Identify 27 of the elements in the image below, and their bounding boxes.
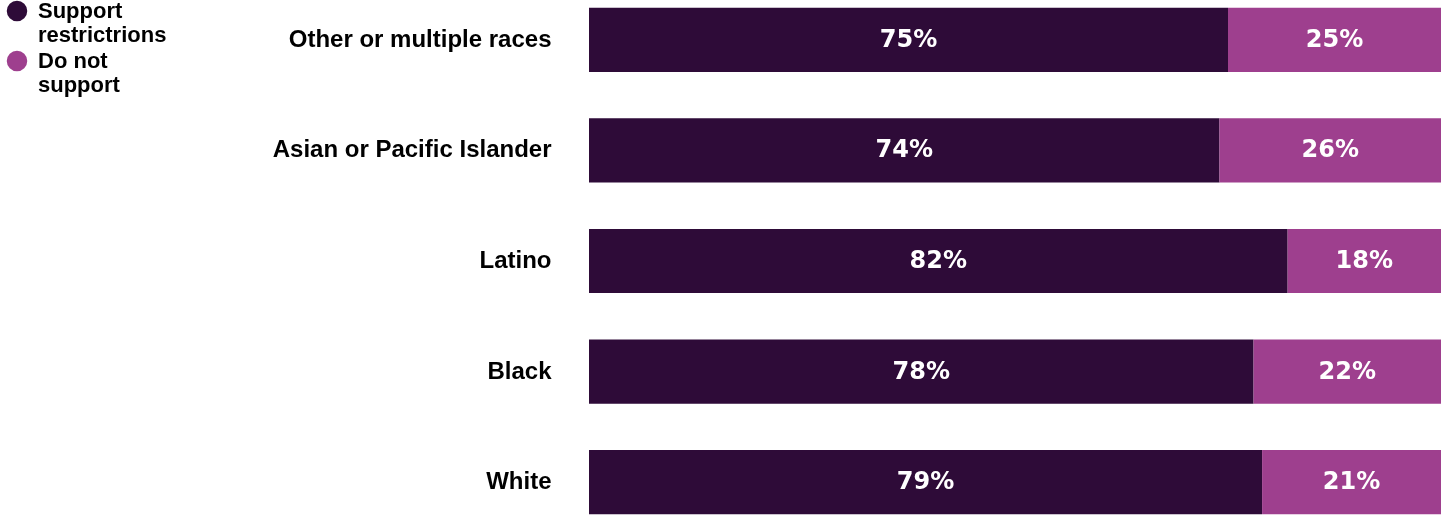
data-label: 26%: [1301, 135, 1359, 164]
bar: [589, 339, 1254, 404]
y-tick-label: Latino: [479, 246, 552, 273]
bar: [589, 7, 1228, 72]
data-label: 79%: [896, 467, 955, 496]
data-label: 18%: [1335, 246, 1394, 274]
y-tick-label: White: [486, 467, 552, 495]
bar: [1262, 450, 1441, 515]
data-label: 78%: [892, 356, 951, 385]
bar: [589, 450, 1263, 515]
bar: [1287, 228, 1441, 294]
legend-label: Do not support: [38, 48, 121, 97]
data-label: 22%: [1318, 356, 1377, 385]
data-label: 82%: [909, 246, 968, 274]
bar: [589, 228, 1288, 294]
data-label: 74%: [875, 135, 933, 164]
data-label: 21%: [1322, 467, 1381, 496]
y-tick-label: Asian or Pacific Islander: [272, 135, 552, 163]
bar: [1253, 339, 1441, 404]
y-tick-label: Black: [487, 356, 553, 384]
legend-label: Support restrictrions: [38, 0, 167, 47]
bar: [1228, 7, 1441, 72]
bar: [1219, 118, 1441, 183]
data-label: 25%: [1305, 24, 1364, 53]
bar: [589, 118, 1220, 183]
data-label: 75%: [879, 24, 938, 53]
y-tick-label: Other or multiple races: [288, 24, 552, 52]
